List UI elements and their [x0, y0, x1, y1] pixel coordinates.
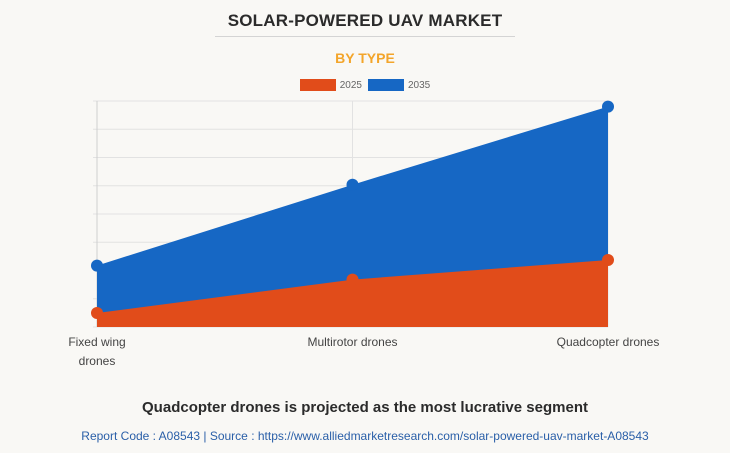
- legend-swatch-2025: [299, 79, 336, 91]
- chart-legend: 2025 2035: [0, 79, 730, 91]
- footer-source[interactable]: Report Code : A08543 | Source : https://…: [81, 429, 649, 443]
- data-point-2035-0: [91, 259, 103, 272]
- legend-item-2035[interactable]: 2035: [368, 79, 430, 91]
- data-point-2035-1: [346, 178, 359, 191]
- x-tick-label: Multirotor drones: [307, 335, 397, 349]
- data-point-2025-2: [602, 254, 614, 267]
- legend-swatch-2035: [368, 79, 404, 91]
- chart-subtitle: BY TYPE: [335, 50, 395, 66]
- legend-label-2035: 2035: [408, 79, 431, 91]
- footer-headline: Quadcopter drones is projected as the mo…: [142, 399, 588, 416]
- legend-item-2025[interactable]: 2025: [299, 79, 362, 91]
- data-point-2025-0: [91, 307, 103, 320]
- area-series-2025: [97, 260, 608, 327]
- legend-label-2025: 2025: [339, 79, 362, 91]
- x-tick-label: Quadcopter drones: [557, 335, 660, 349]
- data-point-2025-1: [346, 273, 359, 286]
- data-point-2035-2: [602, 100, 614, 113]
- x-tick-label: Fixed wing drones: [68, 335, 125, 368]
- chart-title: SOLAR-POWERED UAV MARKET: [227, 11, 503, 30]
- title-divider: [215, 36, 515, 37]
